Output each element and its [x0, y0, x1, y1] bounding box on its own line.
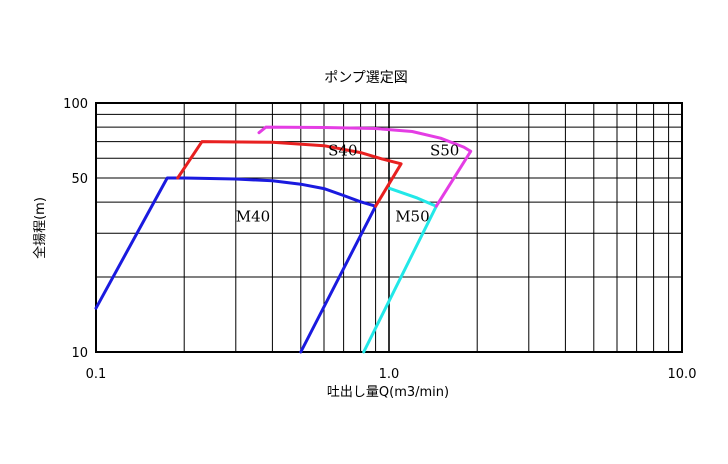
y-axis-label: 全揚程(m) — [32, 197, 48, 259]
x-tick-label: 10.0 — [668, 367, 697, 382]
series-labels: M40 M50 S40 S50 — [236, 142, 460, 226]
series-label-m50: M50 — [395, 207, 429, 225]
y-tick-label: 50 — [71, 172, 88, 187]
y-tick-label: 100 — [63, 97, 88, 112]
x-axis-label: 吐出し量Q(m3/min) — [327, 385, 449, 400]
tick-labels: 0.1 1.0 10.0 100 50 10 — [63, 97, 696, 382]
plot-frame — [95, 102, 683, 353]
series-label-m40: M40 — [236, 207, 270, 225]
x-tick-label: 1.0 — [379, 367, 400, 382]
x-tick-label: 0.1 — [86, 367, 107, 382]
grid — [96, 103, 682, 352]
series-label-s40: S40 — [328, 142, 357, 160]
chart-title: ポンプ選定図 — [324, 70, 408, 86]
y-tick-label: 10 — [71, 346, 88, 361]
series-label-s50: S50 — [430, 142, 459, 160]
series-line-s50 — [257, 125, 473, 208]
series-line-m50 — [362, 186, 438, 354]
series-lines — [94, 125, 473, 354]
series-line-s40 — [176, 140, 403, 208]
